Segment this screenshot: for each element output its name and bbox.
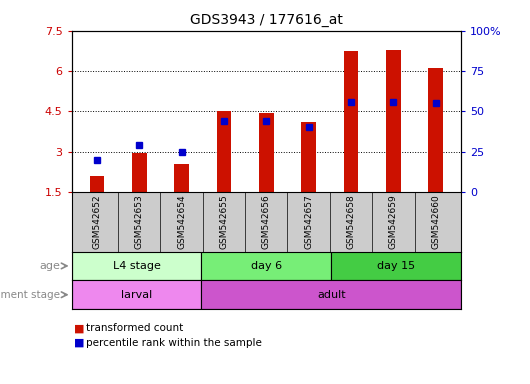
Text: GSM542657: GSM542657 xyxy=(304,194,313,249)
Bar xyxy=(217,111,232,192)
Bar xyxy=(72,280,201,309)
Text: age: age xyxy=(39,261,60,271)
Bar xyxy=(174,164,189,192)
Text: development stage: development stage xyxy=(0,290,60,300)
Bar xyxy=(259,113,273,192)
Text: ■: ■ xyxy=(74,338,85,348)
Text: GSM542655: GSM542655 xyxy=(219,194,228,249)
Text: GSM542656: GSM542656 xyxy=(262,194,271,249)
Bar xyxy=(331,252,461,280)
Bar xyxy=(428,68,443,192)
Title: GDS3943 / 177616_at: GDS3943 / 177616_at xyxy=(190,13,343,27)
Bar xyxy=(201,252,331,280)
Bar xyxy=(301,122,316,192)
Text: transformed count: transformed count xyxy=(86,323,183,333)
Bar xyxy=(386,50,401,192)
Bar xyxy=(90,176,104,192)
Text: GSM542658: GSM542658 xyxy=(347,194,356,249)
Text: percentile rank within the sample: percentile rank within the sample xyxy=(86,338,262,348)
Text: day 6: day 6 xyxy=(251,261,282,271)
Bar xyxy=(201,280,461,309)
Text: GSM542654: GSM542654 xyxy=(177,194,186,249)
Text: GSM542659: GSM542659 xyxy=(389,194,398,249)
Bar xyxy=(343,51,358,192)
Text: day 15: day 15 xyxy=(377,261,415,271)
Bar xyxy=(132,153,147,192)
Text: ■: ■ xyxy=(74,323,85,333)
Text: larval: larval xyxy=(121,290,152,300)
Text: GSM542652: GSM542652 xyxy=(92,194,101,249)
Text: L4 stage: L4 stage xyxy=(112,261,161,271)
Text: GSM542653: GSM542653 xyxy=(135,194,144,249)
Bar xyxy=(72,252,201,280)
Text: adult: adult xyxy=(317,290,346,300)
Text: GSM542660: GSM542660 xyxy=(431,194,440,249)
